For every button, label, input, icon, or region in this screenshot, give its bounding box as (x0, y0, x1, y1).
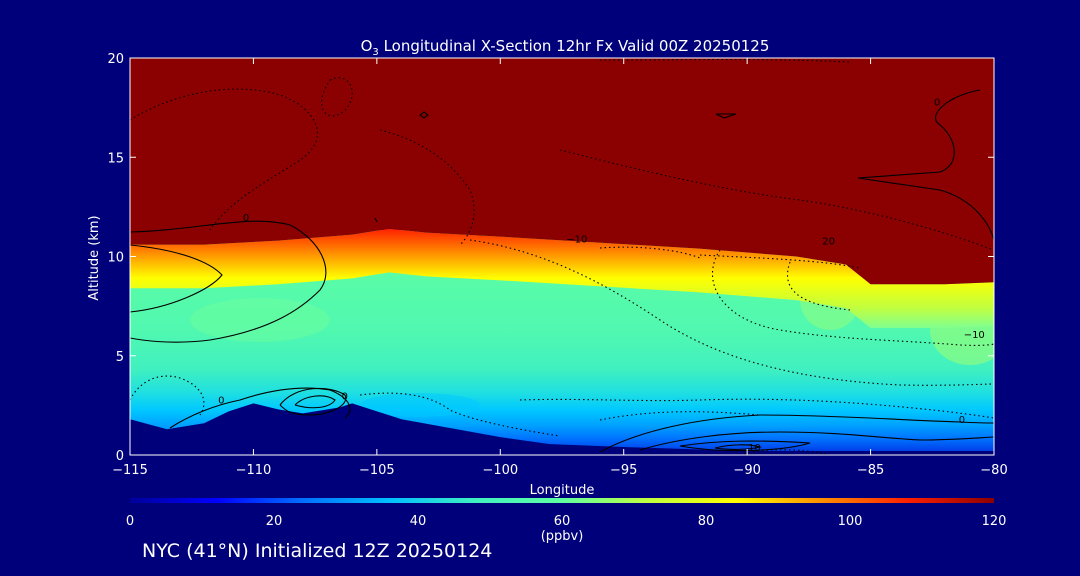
ozone-difference-contours (130, 89, 994, 453)
stratosphere-region (130, 58, 994, 285)
contour-label: 0 (934, 98, 940, 109)
initialization-label: NYC (41°N) Initialized 12Z 20250124 (142, 540, 493, 562)
y-tick-label: 20 (107, 52, 124, 67)
contour-label: 0 (218, 395, 224, 406)
plot-area: 0 0 0 −10 20 −10 0 10 0 (130, 58, 994, 455)
contour-label: 20 (822, 237, 835, 248)
colorbar-tick-label: 120 (982, 514, 1007, 529)
x-tick-label: −85 (857, 463, 884, 478)
y-tick-label: 10 (107, 251, 124, 266)
colorbar-tick-label: 80 (698, 514, 715, 529)
x-tick-label: −80 (980, 463, 1007, 478)
contour-labels: 0 0 0 −10 20 −10 0 10 0 (218, 98, 985, 454)
x-tick-label: −90 (733, 463, 760, 478)
colorbar-tick-labels: 0 20 40 60 80 100 120 (126, 514, 1007, 529)
ozone-difference-contours-negative (130, 58, 994, 455)
colorbar: 0 20 40 60 80 100 120 (ppbv) (126, 498, 1007, 544)
colorbar-tick-label: 40 (410, 514, 427, 529)
colorbar-tick-label: 20 (266, 514, 283, 529)
x-tick-label: −105 (359, 463, 395, 478)
x-tick-label: −100 (482, 463, 518, 478)
terrain-mask (130, 403, 994, 455)
x-tick-label: −95 (610, 463, 637, 478)
y-tick-label: 15 (107, 151, 124, 166)
chart-title: O3 Longitudinal X-Section 12hr Fx Valid … (361, 37, 770, 58)
colorbar-units: (ppbv) (541, 529, 584, 544)
colorbar-gradient (130, 498, 994, 503)
x-axis: −115 −110 −105 −100 −95 −90 −85 −80 (112, 58, 1008, 478)
contour-label: 0 (959, 415, 965, 426)
contour-label: 10 (748, 443, 761, 454)
x-tick-label: −110 (236, 463, 272, 478)
colorbar-tick-label: 100 (838, 514, 863, 529)
colorbar-tick-label: 60 (554, 514, 571, 529)
tropopause-transition-band (130, 228, 994, 328)
y-axis: 0 5 10 15 20 (107, 52, 994, 464)
colorbar-tick-label: 0 (126, 514, 134, 529)
contour-label: −10 (566, 235, 587, 246)
y-tick-label: 0 (116, 449, 124, 464)
contour-label: 0 (342, 391, 348, 402)
contour-label: 0 (243, 213, 249, 224)
x-axis-label: Longitude (530, 483, 595, 498)
y-tick-label: 5 (116, 350, 124, 365)
contour-label: −10 (964, 330, 985, 341)
y-axis-label: Altitude (km) (87, 215, 102, 300)
x-tick-label: −115 (112, 463, 148, 478)
